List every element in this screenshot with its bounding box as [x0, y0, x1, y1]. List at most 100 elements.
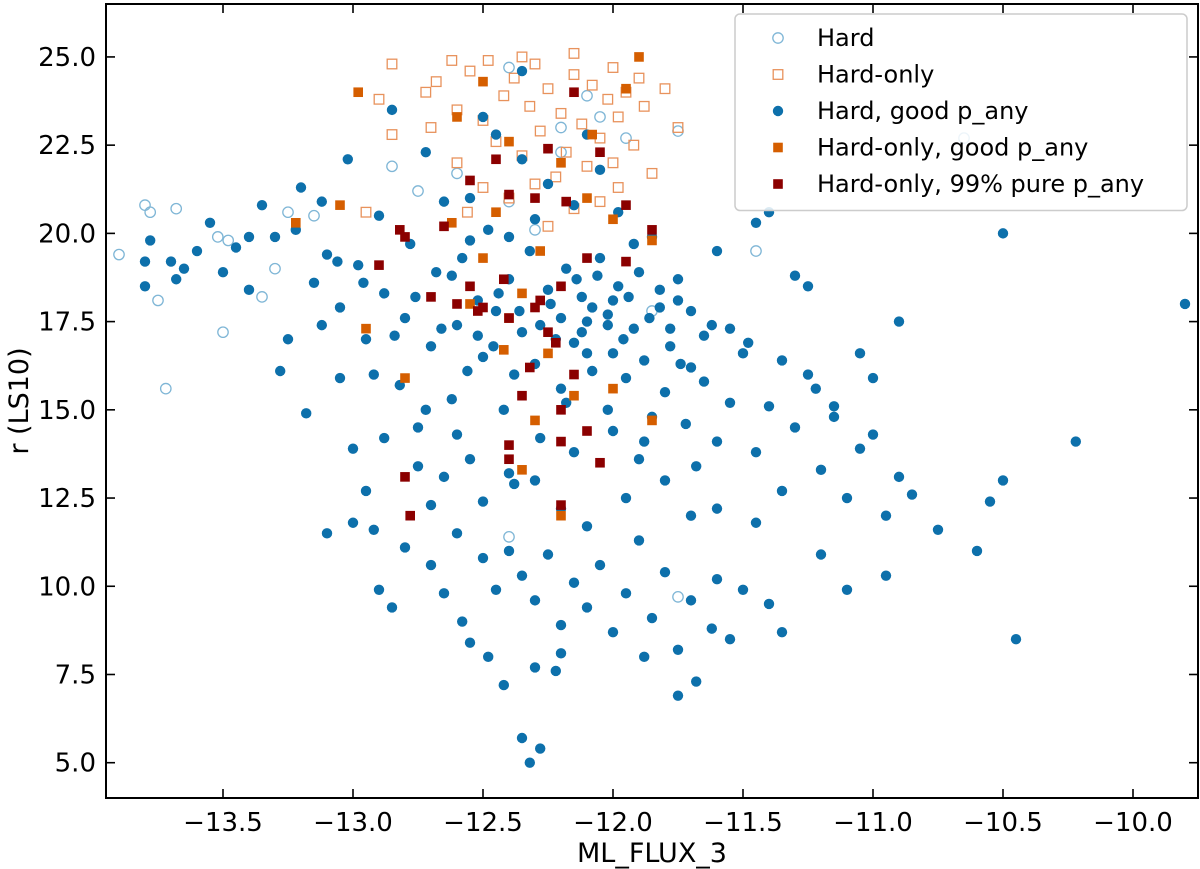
- data-point: [436, 323, 447, 334]
- data-point: [431, 266, 442, 278]
- data-point: [275, 365, 286, 377]
- data-point: [750, 217, 762, 228]
- data-point: [373, 584, 385, 595]
- data-point: [152, 294, 164, 307]
- data-point: [776, 485, 788, 497]
- data-point: [524, 757, 535, 768]
- data-point: [504, 136, 514, 147]
- data-point: [602, 319, 613, 331]
- data-point: [478, 76, 488, 87]
- data-point: [647, 415, 657, 426]
- legend-item: Hard-only: [772, 61, 934, 89]
- data-point: [685, 305, 697, 317]
- data-point: [594, 111, 606, 123]
- data-point: [854, 443, 866, 454]
- data-point: [503, 231, 515, 243]
- y-tick-label: 25.0: [38, 43, 96, 73]
- data-point: [545, 298, 556, 310]
- data-point: [483, 224, 494, 236]
- data-point: [607, 295, 619, 306]
- data-point: [568, 69, 580, 81]
- data-point: [464, 637, 476, 648]
- data-point: [672, 274, 684, 285]
- data-point: [462, 365, 473, 377]
- data-point: [971, 545, 983, 557]
- data-point: [1070, 436, 1082, 447]
- data-point: [571, 274, 582, 285]
- data-point: [555, 648, 567, 659]
- data-point: [568, 577, 580, 588]
- data-point: [665, 323, 676, 334]
- data-point: [587, 365, 598, 377]
- data-point: [592, 270, 603, 281]
- data-point: [490, 129, 502, 140]
- data-point: [711, 503, 723, 514]
- data-point: [498, 679, 509, 691]
- data-point: [334, 372, 346, 384]
- data-point: [618, 334, 629, 345]
- data-point: [400, 232, 410, 242]
- data-point: [560, 146, 572, 158]
- data-point: [691, 676, 702, 687]
- data-point: [360, 206, 372, 218]
- data-point: [464, 454, 476, 465]
- data-point: [893, 316, 905, 327]
- data-point: [675, 358, 686, 370]
- data-point: [556, 405, 566, 415]
- data-point: [243, 284, 255, 296]
- data-point: [581, 521, 593, 532]
- data-point: [659, 83, 671, 95]
- data-point: [789, 270, 801, 281]
- data-point: [222, 234, 235, 247]
- data-point: [412, 185, 424, 197]
- data-point: [542, 83, 554, 95]
- data-point: [550, 665, 561, 677]
- data-point: [711, 574, 723, 585]
- data-point: [451, 157, 463, 169]
- data-point: [535, 319, 546, 331]
- data-point: [854, 348, 866, 359]
- data-point: [737, 584, 749, 595]
- data-point: [516, 570, 528, 581]
- legend-marker: [773, 179, 783, 189]
- data-point: [159, 382, 172, 395]
- y-tick-label: 12.5: [38, 484, 96, 514]
- data-point: [893, 471, 905, 483]
- data-point: [659, 386, 671, 398]
- data-point: [542, 284, 554, 296]
- data-point: [316, 196, 327, 207]
- data-point: [595, 457, 605, 468]
- data-point: [556, 500, 566, 510]
- data-point: [841, 584, 853, 595]
- legend-box: [734, 13, 1188, 212]
- data-point: [425, 559, 437, 571]
- scatter-marks: [113, 47, 1191, 768]
- data-point: [750, 517, 762, 528]
- data-point: [724, 634, 736, 645]
- data-point: [464, 65, 476, 77]
- x-tick-label: −13.5: [183, 808, 263, 838]
- data-point: [685, 362, 697, 373]
- data-point: [555, 619, 567, 631]
- data-point: [477, 496, 489, 507]
- data-point: [543, 348, 553, 359]
- data-point: [620, 372, 632, 384]
- data-point: [516, 326, 528, 338]
- data-point: [724, 397, 736, 408]
- x-axis-label: ML_FLUX_3: [577, 838, 727, 869]
- legend-item: Hard-only, 99% pure p_any: [773, 170, 1144, 198]
- data-point: [984, 496, 996, 507]
- data-point: [750, 245, 762, 257]
- data-point: [465, 299, 475, 309]
- data-point: [685, 595, 697, 606]
- data-point: [389, 330, 400, 341]
- data-point: [633, 266, 645, 278]
- data-point: [776, 626, 788, 638]
- data-point: [386, 602, 398, 613]
- data-point: [516, 732, 528, 744]
- data-point: [620, 588, 632, 599]
- data-point: [353, 259, 364, 271]
- data-point: [659, 475, 671, 486]
- data-point: [672, 644, 684, 655]
- data-point: [620, 132, 632, 144]
